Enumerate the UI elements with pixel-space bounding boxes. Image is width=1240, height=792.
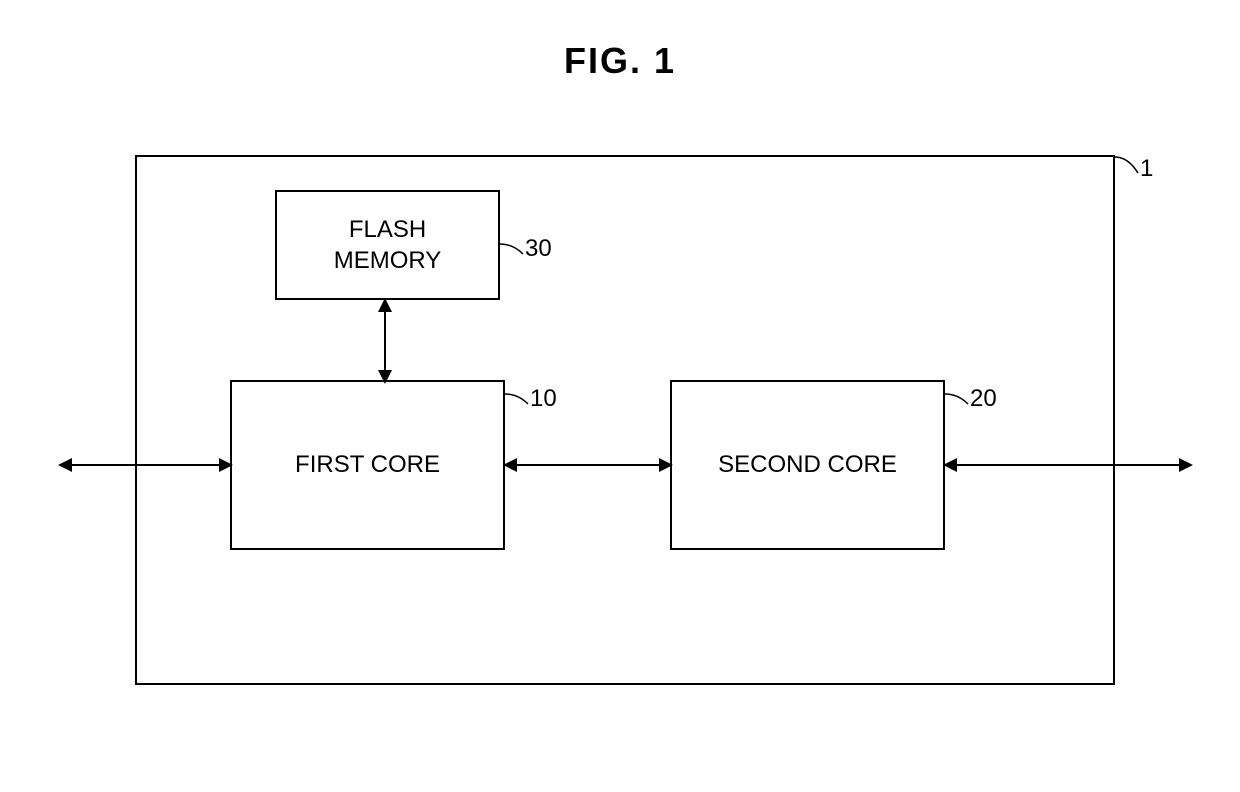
leader-line-20 xyxy=(943,392,971,407)
arrow-external-right xyxy=(943,450,1193,480)
ref-label-core1: 10 xyxy=(530,385,557,413)
leader-line-1 xyxy=(1113,155,1141,185)
leader-line-10 xyxy=(503,392,531,407)
arrow-flash-to-core1 xyxy=(370,298,400,384)
ref-label-flash: 30 xyxy=(525,235,552,263)
second-core-block: SECOND CORE xyxy=(670,380,945,550)
second-core-label: SECOND CORE xyxy=(718,449,897,480)
arrow-external-left xyxy=(58,450,233,480)
first-core-label: FIRST CORE xyxy=(295,449,440,480)
flash-memory-block: FLASH MEMORY xyxy=(275,190,500,300)
flash-memory-label: FLASH MEMORY xyxy=(334,214,442,276)
ref-label-outer: 1 xyxy=(1140,155,1153,183)
figure-title: FIG. 1 xyxy=(564,40,676,82)
ref-label-core2: 20 xyxy=(970,385,997,413)
first-core-block: FIRST CORE xyxy=(230,380,505,550)
arrow-core1-to-core2 xyxy=(503,450,673,480)
leader-line-30 xyxy=(498,242,526,257)
